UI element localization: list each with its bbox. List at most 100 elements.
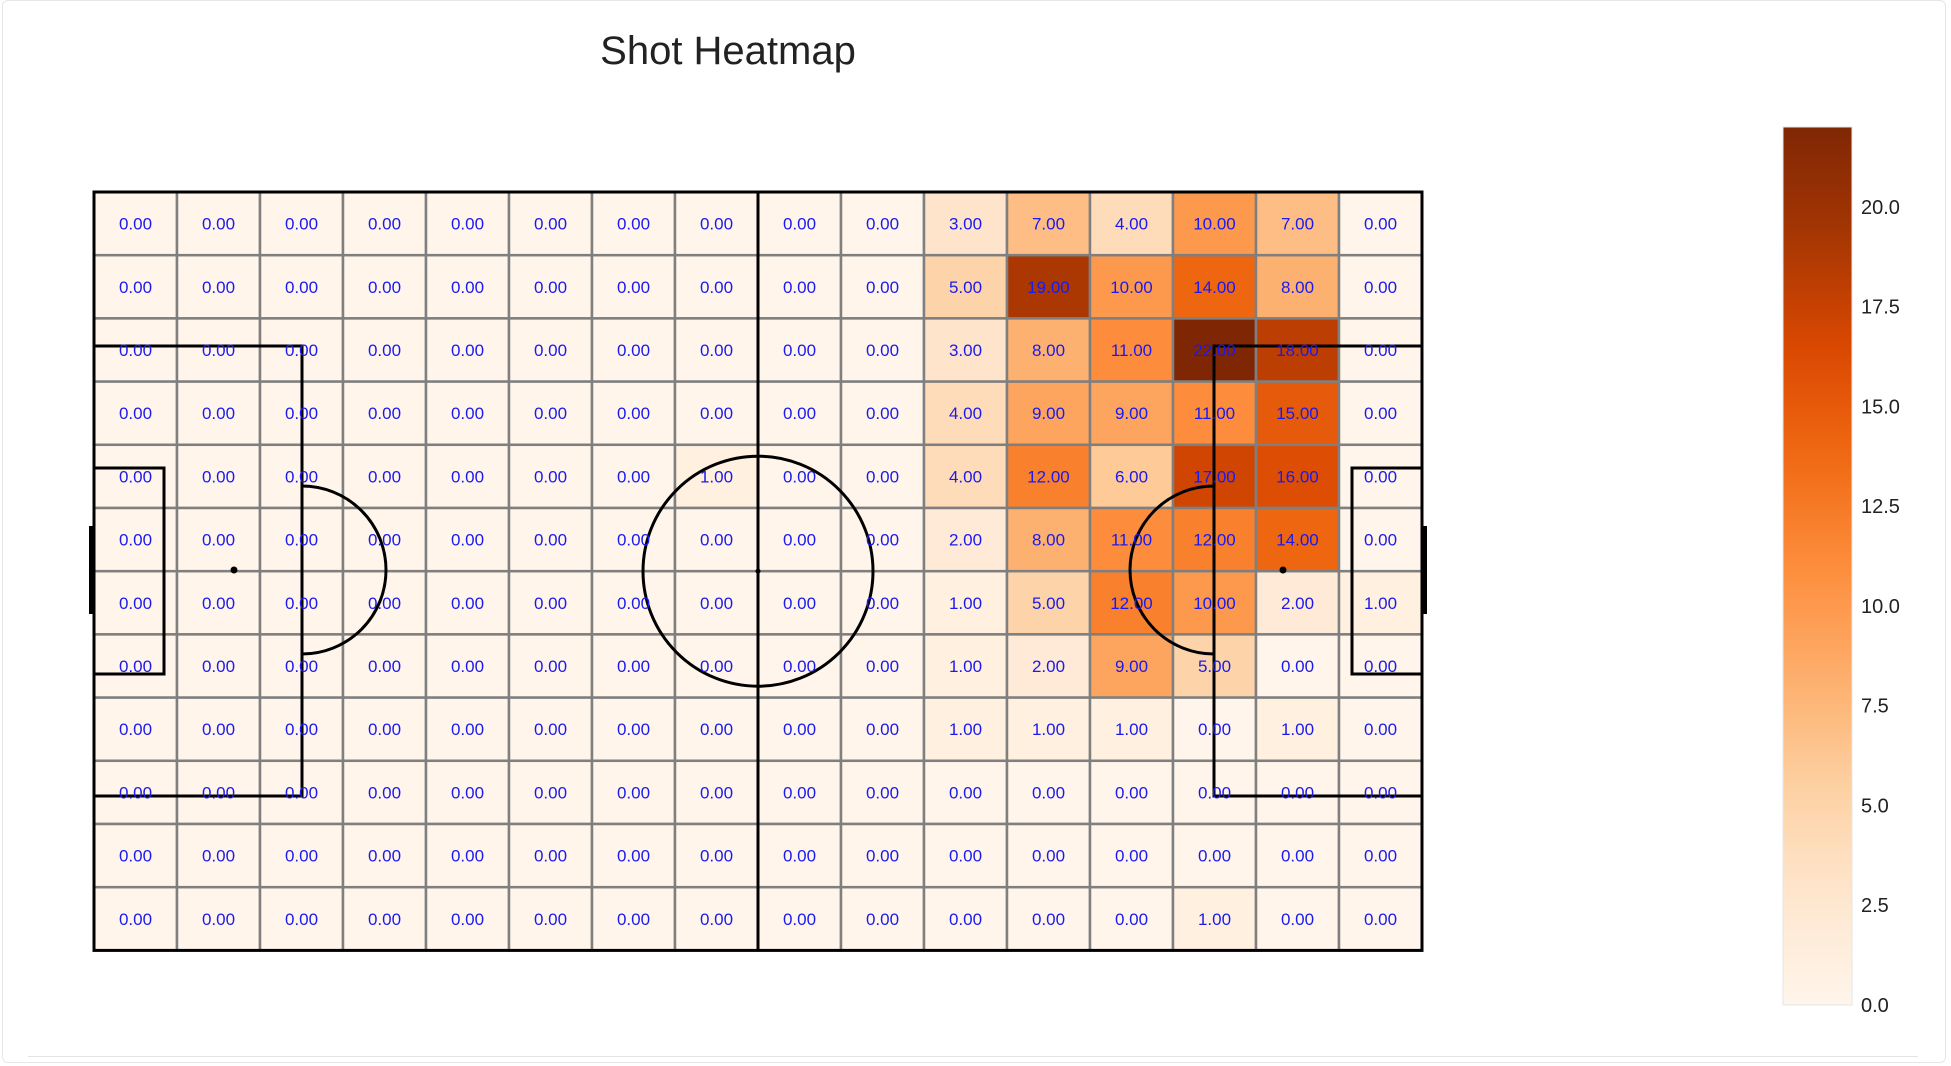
cell-value-label: 0.00	[368, 215, 401, 234]
heatmap-cell	[1254, 759, 1341, 826]
cell-value-label: 0.00	[617, 910, 650, 929]
cell-value-label: 0.00	[866, 215, 899, 234]
cell-labels: 0.00 0.00 0.00 0.00 0.00 0.00 0.00 0.00 0.00 0.00…	[119, 215, 1397, 929]
heatmap-cell	[1171, 885, 1258, 952]
cell-value-label: 0.00	[700, 847, 733, 866]
heatmap-cell	[673, 885, 760, 952]
cell-value-label: 0.00	[285, 910, 318, 929]
cell-value-label: 0.00	[1281, 657, 1314, 676]
cell-value-label: 0.00	[202, 278, 235, 297]
cell-value-label: 0.00	[534, 910, 567, 929]
colorbar-tick-label: 15.0	[1861, 396, 1900, 418]
cell-value-label: 0.00	[202, 531, 235, 550]
cell-value-label: 1.00	[1198, 910, 1231, 929]
heatmap-cell	[1254, 506, 1341, 573]
cell-value-label: 0.00	[617, 720, 650, 739]
heatmap-cell	[175, 759, 262, 826]
pitch-markings	[89, 190, 1427, 952]
heatmap-cell	[424, 696, 511, 763]
cell-value-label: 12.00	[1027, 467, 1070, 486]
cell-value-label: 10.00	[1193, 594, 1236, 613]
cell-value-label: 8.00	[1032, 341, 1065, 360]
cell-value-label: 0.00	[368, 594, 401, 613]
cell-value-label: 0.00	[368, 341, 401, 360]
heatmap-cell	[673, 506, 760, 573]
cell-value-label: 0.00	[783, 341, 816, 360]
heatmap-cell	[175, 253, 262, 320]
heatmap-cell	[424, 443, 511, 510]
cell-value-label: 0.00	[451, 404, 484, 423]
cell-value-label: 0.00	[783, 467, 816, 486]
cell-value-label: 0.00	[617, 278, 650, 297]
cell-value-label: 0.00	[866, 657, 899, 676]
left-penalty-spot	[230, 566, 238, 574]
cell-value-label: 0.00	[285, 341, 318, 360]
cell-value-label: 3.00	[949, 341, 982, 360]
cell-value-label: 0.00	[1198, 720, 1231, 739]
cell-value-label: 0.00	[617, 467, 650, 486]
heatmap-cell	[92, 885, 179, 952]
cell-value-label: 0.00	[368, 720, 401, 739]
cell-value-label: 0.00	[285, 783, 318, 802]
cell-value-label: 0.00	[1032, 910, 1065, 929]
cell-value-label: 0.00	[119, 910, 152, 929]
cell-value-label: 0.00	[1281, 910, 1314, 929]
cell-value-label: 0.00	[1115, 847, 1148, 866]
cell-value-label: 0.00	[783, 910, 816, 929]
cell-value-label: 0.00	[368, 847, 401, 866]
cell-value-label: 2.00	[1281, 594, 1314, 613]
right-six-yard-box	[1350, 466, 1422, 676]
cell-value-label: 0.00	[451, 467, 484, 486]
cell-value-label: 0.00	[202, 783, 235, 802]
cell-value-label: 14.00	[1276, 531, 1319, 550]
cell-value-label: 0.00	[617, 783, 650, 802]
heatmap-cell	[922, 633, 1009, 699]
cell-value-label: 0.00	[783, 404, 816, 423]
colorbar-tick-label: 17.5	[1861, 297, 1900, 319]
heatmap-cell	[1005, 506, 1092, 573]
cell-value-label: 0.00	[617, 847, 650, 866]
cell-value-label: 0.00	[451, 531, 484, 550]
heatmap-cell	[922, 822, 1009, 889]
heatmap-cell	[673, 759, 760, 826]
cell-value-label: 3.00	[949, 215, 982, 234]
cell-value-label: 0.00	[783, 720, 816, 739]
bottom-divider	[28, 1056, 1918, 1057]
heatmap-cell	[1088, 885, 1175, 952]
cell-value-label: 0.00	[202, 847, 235, 866]
heatmap-cell	[839, 190, 926, 257]
cell-value-label: 0.00	[1281, 847, 1314, 866]
cell-value-label: 9.00	[1115, 657, 1148, 676]
heatmap-cell	[1254, 822, 1341, 889]
cell-value-label: 0.00	[866, 910, 899, 929]
cell-value-label: 12.00	[1193, 531, 1236, 550]
cell-value-label: 1.00	[1281, 720, 1314, 739]
cell-value-label: 0.00	[700, 278, 733, 297]
cell-value-label: 0.00	[202, 341, 235, 360]
cell-value-label: 0.00	[368, 404, 401, 423]
left-penalty-area	[94, 344, 304, 798]
heatmap-cell	[1337, 822, 1424, 889]
cell-value-label: 0.00	[783, 657, 816, 676]
cell-value-label: 0.00	[285, 467, 318, 486]
cell-value-label: 0.00	[534, 783, 567, 802]
cell-value-label: 0.00	[534, 341, 567, 360]
colorbar-gradient	[1782, 126, 1853, 1006]
right-penalty-spot	[1279, 566, 1287, 574]
cell-value-label: 0.00	[783, 847, 816, 866]
heatmap-cell	[258, 253, 345, 320]
heatmap-cell	[341, 569, 428, 636]
heatmap-cell	[1254, 253, 1341, 320]
heatmap-cell	[839, 759, 926, 826]
cell-value-label: 0.00	[1364, 783, 1397, 802]
cell-value-label: 1.00	[700, 467, 733, 486]
cell-value-label: 0.00	[285, 278, 318, 297]
cell-value-label: 0.00	[617, 531, 650, 550]
cell-value-label: 0.00	[285, 404, 318, 423]
cell-value-label: 0.00	[617, 594, 650, 613]
cell-value-label: 0.00	[534, 215, 567, 234]
colorbar-tick-label: 7.5	[1861, 696, 1889, 718]
cell-value-label: 0.00	[202, 215, 235, 234]
colorbar-tick-label: 5.0	[1861, 795, 1889, 817]
cell-value-label: 0.00	[949, 847, 982, 866]
